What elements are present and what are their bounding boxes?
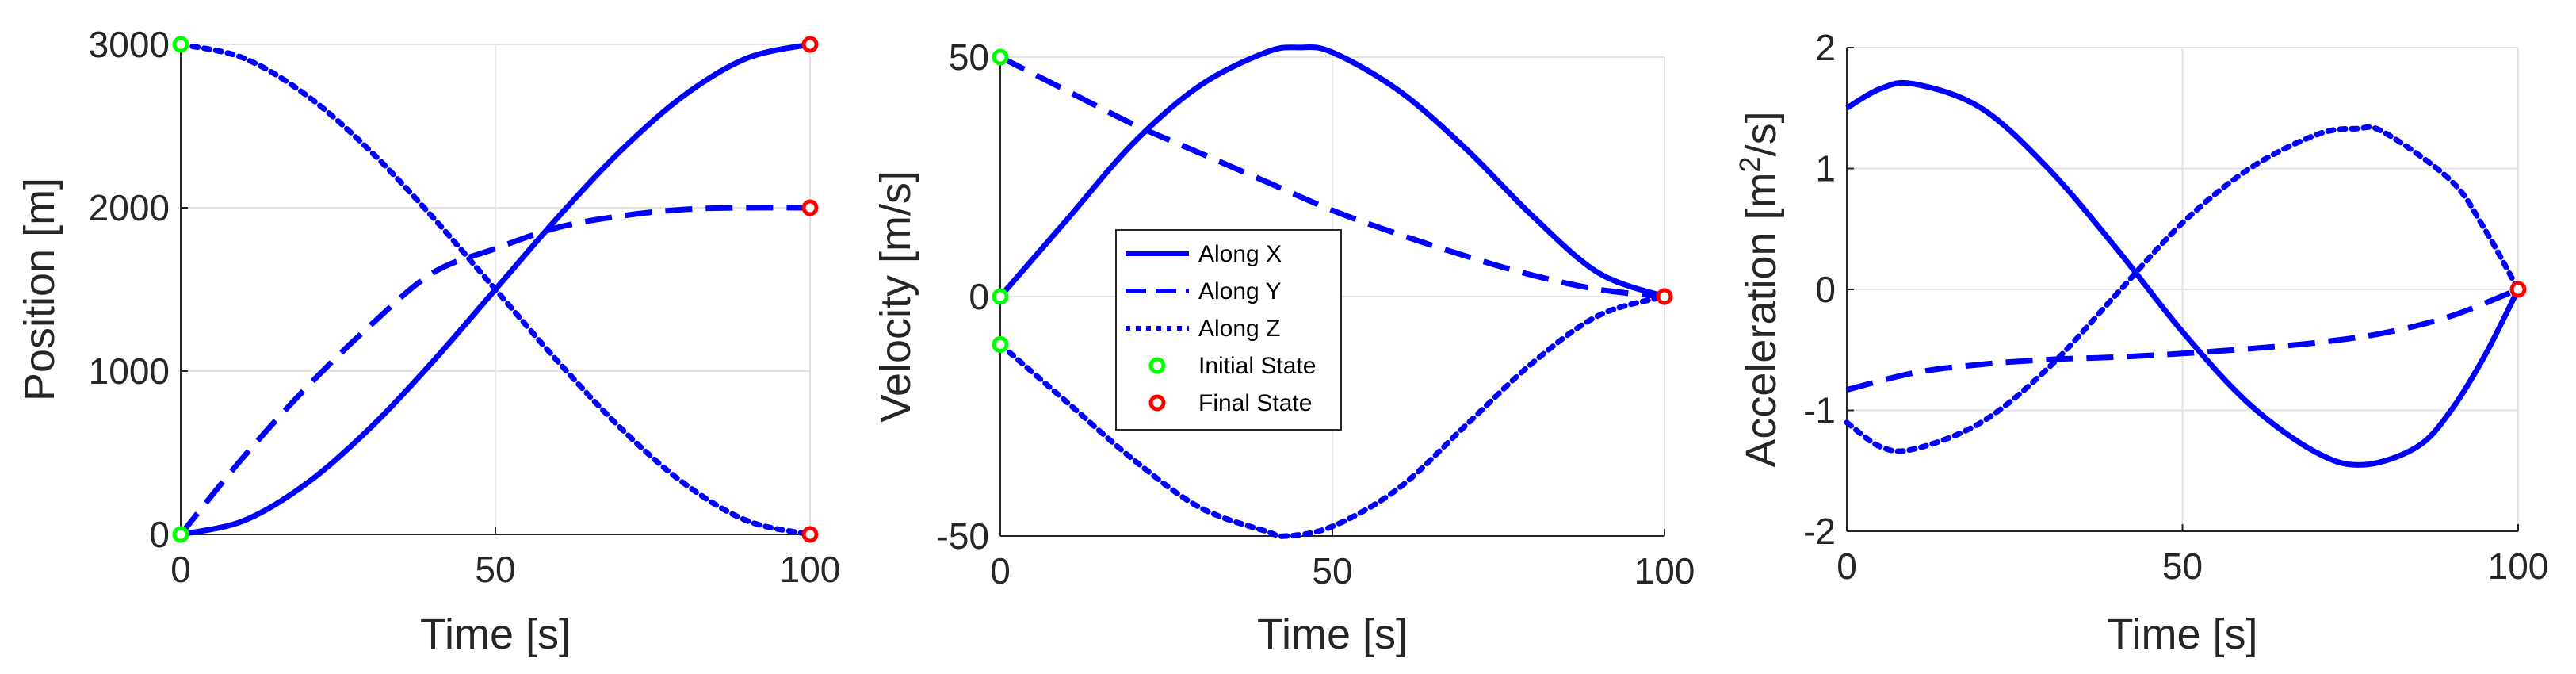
y-tick-label: 2 [1815,27,1836,68]
y-tick-label: 0 [969,276,989,317]
y-tick-label: 50 [949,36,989,78]
final-state-marker [1656,288,1673,305]
y-tick-label: -1 [1803,390,1836,431]
y-tick-label: 0 [149,514,170,555]
x-tick-label: 50 [2162,546,2203,587]
final-state-marker [801,36,819,53]
series-along-y [178,205,811,537]
x-axis-label: Time [s] [2107,611,2257,658]
x-axis-label: Time [s] [1257,611,1408,658]
legend-label-along-y: Along Y [1198,278,1282,304]
y-tick-label: -50 [937,515,989,557]
final-state-marker [801,526,819,543]
legend-label-final-state: Final State [1198,390,1312,416]
y-tick-label: 0 [1815,269,1836,310]
series-along-z [997,293,1668,539]
y-tick-label: 3000 [89,24,170,65]
series-along-z [178,41,813,538]
initial-state-marker [992,335,1009,353]
final-state-marker [2509,281,2527,298]
x-tick-label: 100 [2488,546,2549,587]
series-along-x [998,44,1666,300]
x-tick-label: 100 [1634,550,1695,592]
y-tick-label: 1 [1815,148,1836,190]
initial-state-marker [992,48,1009,66]
y-tick-label: -2 [1803,511,1836,552]
x-tick-label: 0 [1836,546,1857,587]
series-along-x [1845,79,2521,468]
x-tick-label: 0 [170,549,191,590]
legend-marker-initial-state [1148,357,1166,374]
legend: Along X Along Y Along Z Initial State Final … [1115,229,1342,431]
x-axis-label: Time [s] [420,611,571,658]
x-tick-label: 0 [990,550,1011,592]
legend-label-initial-state: Initial State [1198,353,1316,379]
legend-marker-final-state [1148,394,1166,412]
y-axis-label: Position [m] [16,178,63,401]
y-axis-label: Acceleration [m2/s] [1733,111,1785,467]
initial-state-marker [992,288,1009,305]
series-along-y [1846,286,2520,393]
series-along-z [1844,124,2521,454]
x-tick-label: 50 [1312,550,1352,592]
x-tick-label: 100 [780,549,841,590]
x-tick-label: 50 [475,549,515,590]
initial-state-marker [172,36,189,53]
series-along-y [999,54,1665,300]
acceleration-subplot: 0 50 100 -2 -1 0 1 2 Time [s] Acceleration [m2/s] [1733,27,2548,658]
final-state-marker [801,199,819,216]
y-tick-label: 1000 [89,350,170,392]
y-axis-label: Velocity [m/s] [872,170,919,423]
initial-state-marker [172,526,189,543]
y-tick-label: 2000 [89,187,170,228]
legend-label-along-x: Along X [1198,241,1282,267]
legend-label-along-z: Along Z [1198,316,1280,342]
